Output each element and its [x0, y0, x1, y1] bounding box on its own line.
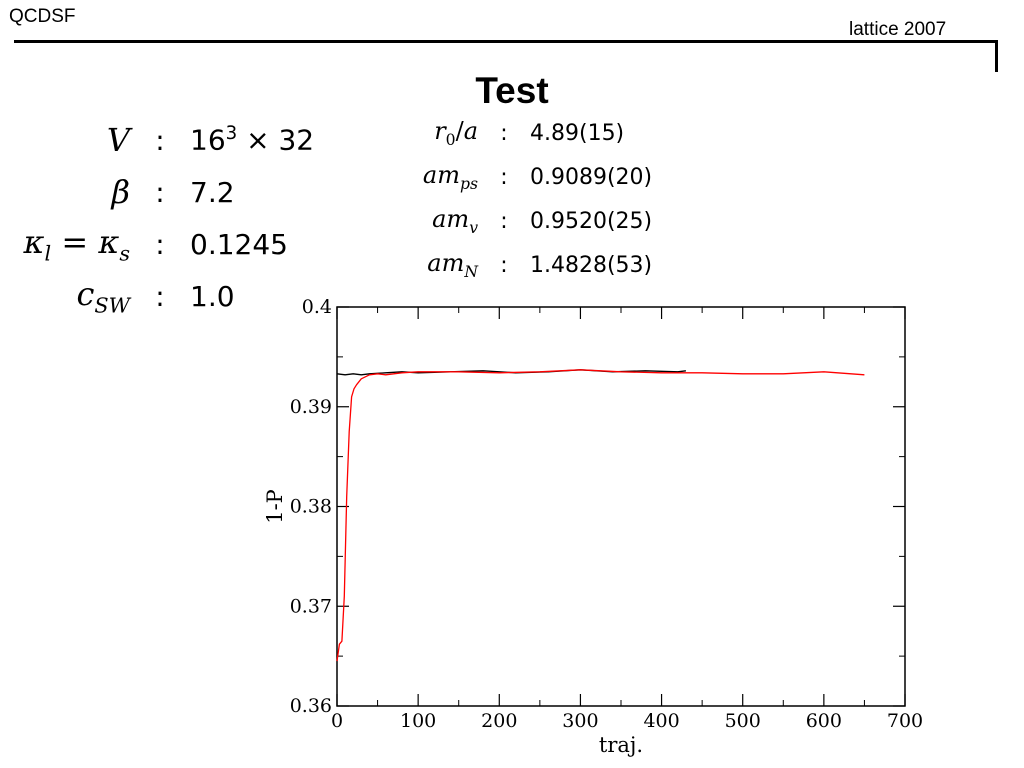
param-symbol: cSW [76, 274, 130, 318]
param-value: 0.9089(20) [530, 164, 653, 190]
param-separator: : [155, 227, 165, 261]
param-value: 0.9520(25) [530, 208, 653, 234]
right-param-row: amv:0.9520(25) [0, 201, 652, 241]
right-param-row: amN:1.4828(53) [0, 245, 652, 285]
param-symbol: amN [427, 249, 478, 281]
param-separator: : [500, 164, 508, 190]
param-symbol: amps [422, 161, 478, 193]
x-tick-label: 100 [400, 710, 436, 732]
param-symbol: r0/a [434, 117, 478, 149]
param-separator: : [500, 252, 508, 278]
param-symbol: β [111, 173, 131, 211]
param-symbol: κl = κs [23, 222, 130, 266]
param-value: 4.89(15) [530, 120, 625, 146]
param-value: 0.1245 [190, 227, 288, 261]
y-tick-label: 0.4 [302, 296, 332, 318]
left-param-row: V:163 × 32 [0, 120, 314, 160]
param-symbol: amv [432, 205, 478, 237]
x-tick-label: 600 [806, 710, 842, 732]
param-separator: : [500, 120, 508, 146]
param-separator: : [500, 208, 508, 234]
x-axis-label: traj. [599, 733, 643, 757]
y-tick-label: 0.38 [290, 496, 332, 518]
x-tick-label: 0 [331, 710, 343, 732]
series-line-2 [336, 369, 865, 662]
param-value: 7.2 [190, 175, 235, 209]
x-tick-label: 500 [725, 710, 761, 732]
y-tick-label: 0.36 [290, 695, 332, 717]
param-separator: : [155, 279, 165, 313]
plot-frame [336, 306, 906, 707]
header-right-label: lattice 2007 [849, 19, 947, 40]
page-title: Test [475, 70, 549, 111]
x-tick-label: 400 [643, 710, 679, 732]
param-value: 1.0 [190, 279, 235, 313]
param-symbol: V [106, 121, 130, 159]
x-tick-label: 200 [481, 710, 517, 732]
left-param-row: κl = κs:0.1245 [0, 222, 288, 266]
left-param-row: cSW:1.0 [0, 274, 235, 318]
y-tick-label: 0.37 [290, 595, 332, 617]
param-value: 1.4828(53) [530, 252, 653, 278]
x-tick-label: 700 [887, 710, 923, 732]
y-tick-label: 0.39 [290, 396, 332, 418]
right-param-row: amps:0.9089(20) [0, 157, 652, 197]
right-param-row: r0/a:4.89(15) [0, 113, 624, 153]
x-tick-label: 300 [562, 710, 598, 732]
param-separator: : [155, 175, 165, 209]
header-rule-tick [995, 40, 998, 72]
param-separator: : [155, 123, 165, 157]
left-param-row: β:7.2 [0, 172, 235, 212]
param-value: 163 × 32 [190, 123, 315, 157]
header-left-label: QCDSF [9, 6, 76, 27]
header-rule [14, 40, 998, 43]
y-axis-label: 1-P [263, 489, 287, 524]
